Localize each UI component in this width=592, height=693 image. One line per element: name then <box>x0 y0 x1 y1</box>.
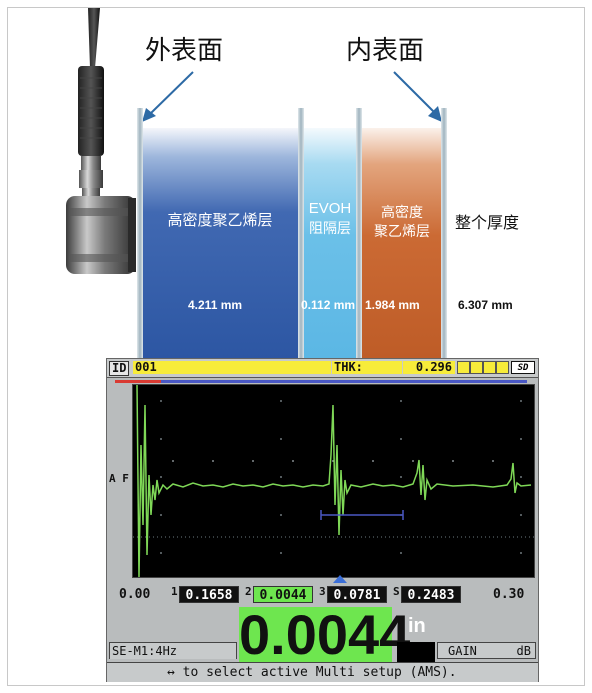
layer2-name-line1: EVOH <box>308 200 352 217</box>
m2-value[interactable]: 0.0044 <box>253 586 313 603</box>
help-bar: ↔ to select active Multi setup (AMS). <box>107 662 538 682</box>
status-cell-2 <box>470 361 483 374</box>
layer1-thickness: 4.211 mm <box>188 298 243 312</box>
status-cell-3 <box>483 361 496 374</box>
layer3-name-line2: 聚乙烯层 <box>374 224 430 240</box>
indicator-box <box>397 642 435 662</box>
af-label: A F <box>109 472 129 485</box>
m3-value[interactable]: 0.0781 <box>327 586 387 603</box>
setup-label: SE-M1:4Hz <box>109 642 237 659</box>
m2-index: 2 <box>245 585 252 598</box>
transducer-probe-icon <box>66 8 136 274</box>
gain-label: GAIN <box>448 644 477 658</box>
unit-label: in <box>408 615 426 637</box>
outer-arrow-icon <box>142 71 194 122</box>
sd-card-icon: SD <box>511 361 535 374</box>
inner-arrow-icon <box>393 71 442 122</box>
cursor-marker-icon <box>333 575 347 583</box>
gain-box: GAIN dB <box>437 642 536 659</box>
layer1-name: 高密度聚乙烯层 <box>167 211 273 229</box>
outer-surface-label: 外表面 <box>145 36 224 66</box>
range-start: 0.00 <box>119 587 151 602</box>
status-cell-4 <box>496 361 509 374</box>
a-scan-waveform <box>132 384 535 578</box>
m1-value[interactable]: 0.1658 <box>179 586 239 603</box>
help-text: ↔ to select active Multi setup (AMS). <box>167 665 457 680</box>
gain-unit: dB <box>516 644 531 658</box>
gate-red-bar <box>115 380 161 383</box>
thk-label: THK: <box>332 361 402 374</box>
sum-index: S <box>393 585 400 598</box>
thk-value: 0.296 <box>403 361 455 374</box>
status-bar: ID 001 THK: 0.296 SD <box>107 359 538 378</box>
wall-layers-diagram <box>137 108 447 368</box>
total-thickness-value: 6.307 mm <box>458 298 513 312</box>
layer3-thickness: 1.984 mm <box>365 298 420 312</box>
gauge-screen: ID 001 THK: 0.296 SD A F <box>106 358 539 682</box>
layer2-name-line2: 阻隔层 <box>309 221 351 237</box>
m3-index: 3 <box>319 585 326 598</box>
layer3-name-line1: 高密度 <box>381 205 423 221</box>
id-value[interactable]: 001 <box>133 361 331 374</box>
m1-index: 1 <box>171 585 178 598</box>
status-cell-1 <box>457 361 470 374</box>
id-label: ID <box>109 361 130 376</box>
sum-value[interactable]: 0.2483 <box>401 586 461 603</box>
range-end: 0.30 <box>493 587 525 602</box>
gate-blue-bar <box>161 380 527 383</box>
total-thickness-label: 整个厚度 <box>455 213 520 232</box>
inner-surface-label: 内表面 <box>346 36 425 66</box>
layer2-thickness: 0.112 mm <box>301 298 356 312</box>
waveform-plot <box>133 384 534 578</box>
thickness-reading: 0.0044 <box>239 603 411 666</box>
